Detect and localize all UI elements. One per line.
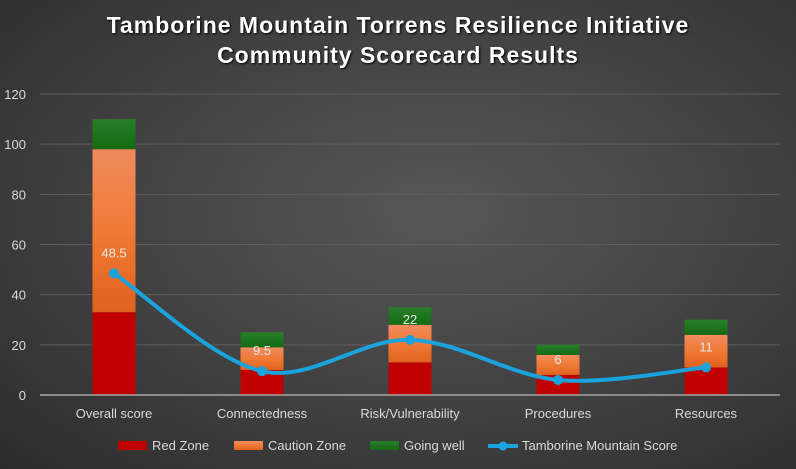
- score-data-label: 9.5: [253, 343, 271, 358]
- bar-going-well: [388, 307, 432, 325]
- legend-swatch: [370, 441, 399, 450]
- score-data-label: 22: [403, 312, 417, 327]
- legend-swatch: [234, 441, 263, 450]
- x-tick-label: Procedures: [525, 406, 592, 421]
- bar-going-well: [536, 344, 580, 355]
- legend-label: Caution Zone: [268, 438, 346, 453]
- y-tick-label: 60: [12, 238, 26, 253]
- chart-title-line1: Tamborine Mountain Torrens Resilience In…: [106, 12, 690, 38]
- legend-label: Going well: [404, 438, 465, 453]
- chart-title: Tamborine Mountain Torrens Resilience In…: [0, 10, 796, 70]
- y-tick-label: 100: [4, 137, 26, 152]
- chart-title-line2: Community Scorecard Results: [217, 42, 579, 68]
- score-point: [109, 268, 119, 279]
- x-tick-label: Resources: [675, 406, 738, 421]
- bar-caution-zone: [684, 334, 728, 368]
- y-tick-label: 80: [12, 187, 26, 202]
- bar-going-well: [240, 332, 284, 348]
- bar-going-well: [92, 119, 136, 150]
- score-data-label: 6: [554, 352, 561, 367]
- x-tick-label: Connectedness: [217, 406, 308, 421]
- score-point: [701, 362, 711, 373]
- score-data-label: 11: [699, 339, 713, 354]
- legend-swatch: [118, 441, 147, 450]
- x-tick-label: Overall score: [76, 406, 153, 421]
- bar-caution-zone: [536, 354, 580, 375]
- y-tick-label: 40: [12, 288, 26, 303]
- y-tick-label: 120: [4, 87, 26, 102]
- y-tick-label: 0: [19, 388, 26, 403]
- bar-going-well: [684, 319, 728, 335]
- legend-label: Red Zone: [152, 438, 209, 453]
- bar-red-zone: [388, 362, 432, 395]
- score-point: [257, 366, 267, 377]
- legend-label: Tamborine Mountain Score: [522, 438, 677, 453]
- bar-red-zone: [92, 312, 136, 395]
- score-point: [553, 374, 563, 385]
- bar-caution-zone: [240, 347, 284, 370]
- legend-marker: [498, 441, 508, 451]
- score-data-label: 48.5: [101, 245, 126, 260]
- score-point: [405, 334, 415, 345]
- bar-caution-zone: [92, 149, 136, 313]
- y-tick-label: 20: [12, 338, 26, 353]
- x-tick-label: Risk/Vulnerability: [360, 406, 460, 421]
